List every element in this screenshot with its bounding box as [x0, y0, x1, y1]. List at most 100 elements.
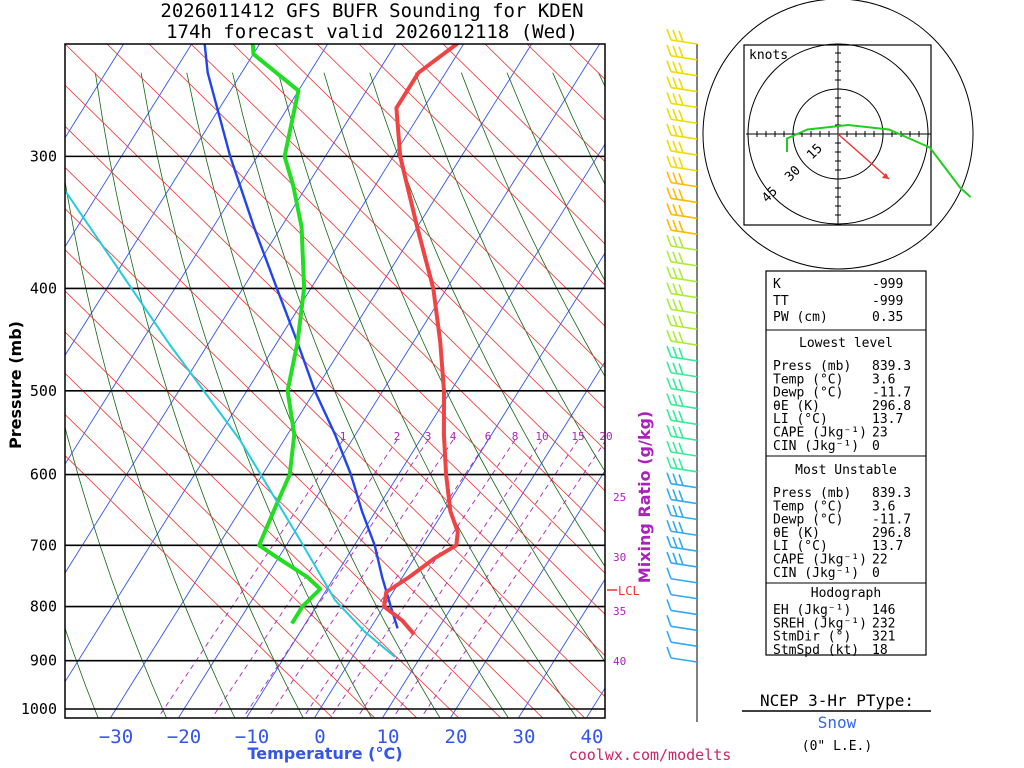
- wind-barb-feather: [666, 313, 672, 326]
- tt-label: TT: [773, 294, 789, 309]
- wind-barb-feather: [672, 299, 678, 311]
- dry-adiabat: [65, 425, 167, 718]
- wind-barb: [666, 298, 698, 315]
- isotherm: [65, 44, 193, 248]
- wind-barb-feather: [678, 46, 684, 58]
- wind-barb-shaft: [670, 102, 698, 109]
- wind-barb: [666, 234, 698, 251]
- pressure-tick-labels: 1000900800700600500400300200: [21, 147, 57, 718]
- wind-barb-feather: [666, 139, 672, 152]
- info-row-label: Press (mb): [773, 359, 851, 374]
- red-isopleth: [65, 44, 605, 574]
- x-axis-label: Temperature (°C): [247, 744, 402, 763]
- wind-barb-feather: [672, 520, 678, 533]
- wind-barb-shaft: [670, 482, 698, 489]
- wind-barb-feather: [678, 204, 684, 217]
- wind-barb-feather: [678, 426, 684, 439]
- red-isopleth: [65, 208, 586, 718]
- red-isopleth: [65, 331, 460, 718]
- wind-barb-shaft: [670, 213, 698, 220]
- wind-barb-feather: [672, 235, 678, 248]
- wind-barb-feather: [666, 234, 672, 247]
- wind-barb-feather: [678, 268, 684, 280]
- wind-barb-feather: [672, 409, 678, 422]
- info-row-label: CAPE (Jkg⁻¹): [773, 426, 867, 441]
- side-number: 35: [613, 605, 626, 618]
- side-number: 40: [613, 655, 626, 668]
- temperature-tick: 40: [581, 726, 604, 748]
- wind-barb: [666, 139, 698, 156]
- red-isopleth: [442, 44, 605, 204]
- wind-barb-feather: [678, 410, 684, 423]
- wind-barb-feather: [666, 203, 672, 215]
- side-number: 30: [613, 551, 626, 564]
- wind-barb-shaft: [670, 419, 698, 426]
- wind-barb-feather: [672, 45, 678, 58]
- wind-barb-feather: [666, 187, 672, 199]
- wind-barb-feather: [666, 92, 672, 104]
- wind-barb-feather: [666, 218, 672, 231]
- wind-barbs: [666, 28, 698, 663]
- info-row-label: SREH (Jkg⁻¹): [773, 616, 867, 631]
- dewpoint-trace: [250, 44, 323, 625]
- wind-barb-feather: [678, 490, 684, 502]
- wind-barb: [666, 377, 698, 394]
- wind-barb-shaft: [670, 435, 698, 441]
- isotherm: [65, 44, 329, 466]
- info-row-value: 321: [872, 630, 895, 645]
- mixing-ratio-value: 4: [450, 430, 457, 443]
- info-row-label: CAPE (Jkg⁻¹): [773, 553, 867, 568]
- info-row-value: 18: [872, 643, 888, 658]
- wind-barb: [666, 472, 698, 489]
- wind-barb-feather: [672, 29, 678, 42]
- info-row-label: Dewp (°C): [773, 386, 843, 401]
- dry-adiabat: [1010, 73, 1024, 732]
- temperature-tick-labels: −30 −20 −10 0 10 20 30 40: [99, 726, 604, 748]
- red-isopleth: [65, 166, 605, 698]
- isobar-lines: [65, 155, 605, 710]
- wind-barb-shaft: [670, 276, 698, 283]
- wind-barb-feather: [678, 315, 684, 328]
- wind-barb: [666, 155, 698, 172]
- wind-barb-feather: [678, 537, 684, 550]
- wind-barb-shaft: [670, 593, 698, 600]
- temperature-tick: −10: [235, 726, 269, 748]
- pw-label: PW (cm): [773, 310, 828, 325]
- wind-barb-shaft: [670, 181, 698, 188]
- wind-barb-feather: [666, 44, 672, 57]
- hodograph-units: knots: [749, 48, 788, 63]
- wind-barb-shaft: [670, 609, 698, 616]
- pressure-tick: 900: [30, 652, 57, 670]
- wind-barb-feather: [672, 267, 678, 279]
- wind-barb-feather: [678, 78, 684, 90]
- wind-barb-feather: [672, 362, 678, 374]
- pressure-tick: 700: [30, 536, 57, 554]
- dry-adiabat: [232, 72, 509, 718]
- info-row-label: Press (mb): [773, 486, 851, 501]
- dry-adiabat: [415, 72, 605, 473]
- wind-barb-feather: [666, 630, 672, 643]
- dry-adiabat: [65, 178, 236, 718]
- wind-barb-feather: [678, 125, 684, 138]
- mixing-ratio-value: 8: [512, 430, 519, 443]
- isotherm: [109, 44, 533, 718]
- mixing-ratio-value: 3: [425, 430, 432, 443]
- wind-barb-shaft: [670, 261, 698, 267]
- info-row-label: θE (K): [773, 526, 820, 541]
- wind-barb-shaft: [670, 387, 698, 394]
- wind-barb: [666, 313, 698, 331]
- wind-barb-feather: [678, 505, 684, 518]
- dry-adiabat: [919, 73, 1024, 732]
- mixing-ratio-value: 10: [535, 430, 548, 443]
- red-isopleth: [358, 44, 605, 286]
- wind-barb-feather: [666, 646, 672, 659]
- wind-barb: [666, 250, 698, 267]
- mixing-ratio-line: [329, 439, 516, 718]
- wind-barb-feather: [672, 77, 678, 89]
- ptype-value: Snow: [818, 713, 857, 732]
- pressure-tick: 400: [30, 279, 57, 297]
- red-isopleth: [106, 44, 605, 533]
- wind-barb: [666, 282, 698, 299]
